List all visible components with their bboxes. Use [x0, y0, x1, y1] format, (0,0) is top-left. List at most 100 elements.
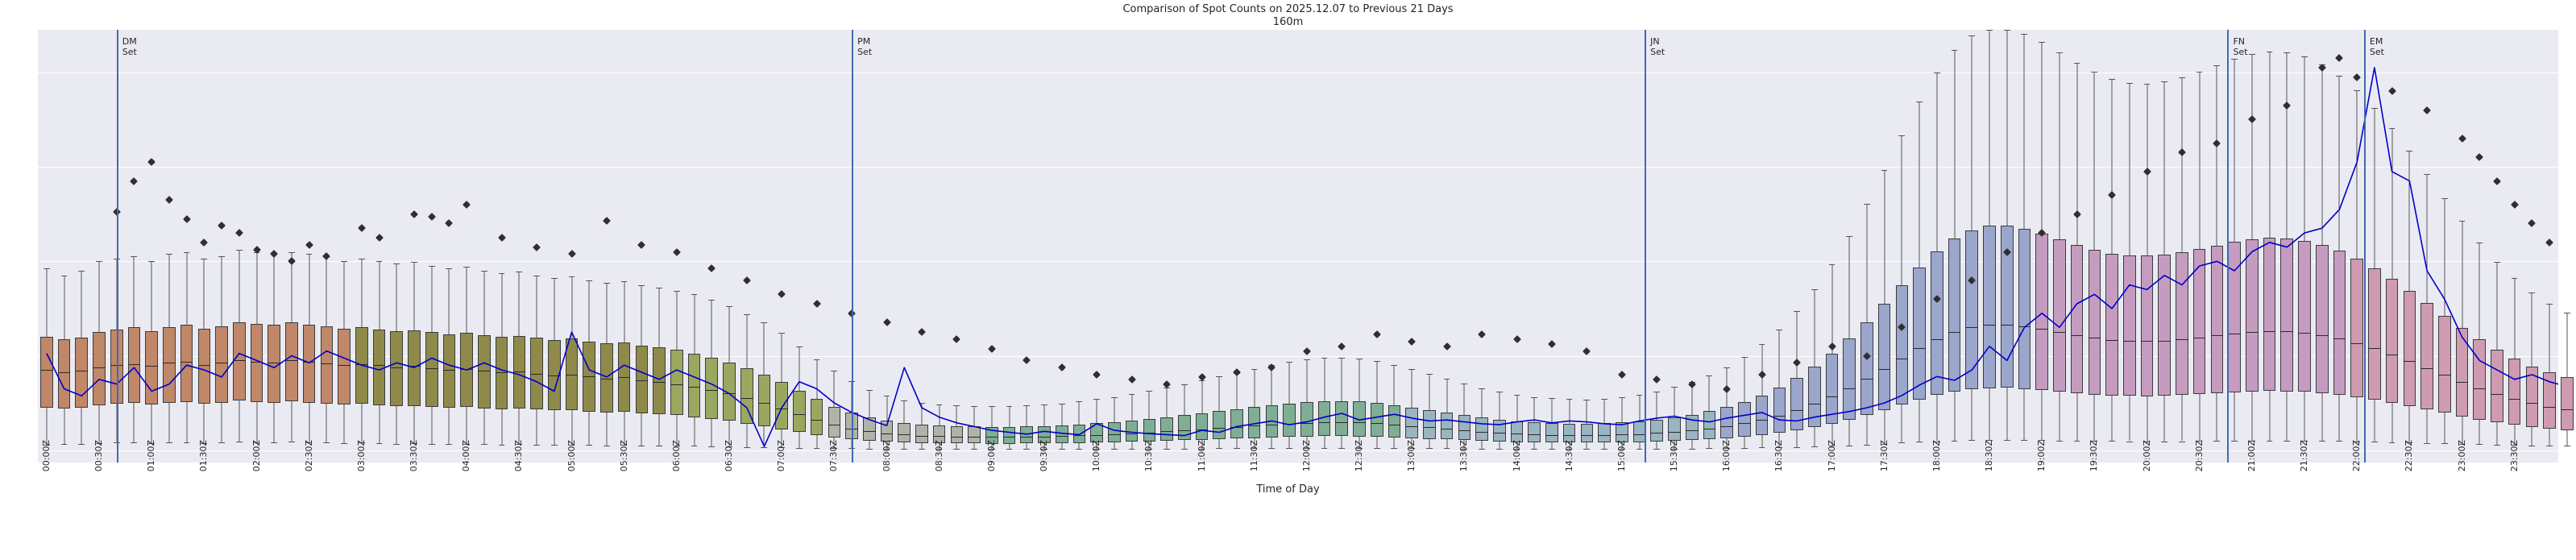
whisker-cap: [971, 405, 978, 407]
box-iqr: [1230, 409, 1243, 439]
box-iqr: [2263, 238, 2276, 392]
median-line: [2263, 331, 2276, 333]
x-tick-label: 09:30Z: [1039, 440, 1050, 472]
whisker-cap: [2003, 440, 2010, 442]
median-line: [442, 370, 456, 371]
box-iqr: [2122, 255, 2136, 396]
vline-label-line1: FN: [2233, 36, 2245, 47]
boxplot-box: [915, 30, 928, 463]
box-iqr: [93, 332, 106, 406]
box-iqr: [1213, 411, 1226, 439]
box-iqr: [862, 417, 876, 442]
whisker-cap: [1549, 398, 1555, 400]
median-line: [408, 366, 421, 367]
boxplot-box: [617, 30, 631, 463]
median-line: [145, 366, 158, 367]
median-line: [232, 360, 246, 362]
box-iqr: [1965, 230, 1979, 390]
whisker-cap: [446, 444, 453, 446]
whisker-cap: [935, 449, 943, 450]
box-iqr: [460, 333, 473, 408]
boxplot-box: [180, 30, 193, 463]
box-iqr: [1317, 401, 1331, 437]
vline-label-jn-set: JN Set: [1650, 36, 1665, 57]
median-line: [1002, 437, 1016, 438]
whisker-cap: [1286, 362, 1293, 363]
whisker-cap: [393, 263, 400, 265]
boxplot-box: [215, 30, 228, 463]
median-line: [2280, 331, 2294, 333]
x-tick: [1621, 463, 1623, 467]
whisker-cap: [883, 448, 890, 450]
whisker-cap: [1583, 448, 1591, 450]
median-line: [968, 437, 981, 438]
vline-fn-set: [2227, 30, 2230, 463]
boxplot-box: [670, 30, 683, 463]
box-iqr: [2105, 253, 2118, 396]
boxplot-box: [687, 30, 701, 463]
whisker-cap: [1216, 376, 1223, 378]
box-iqr: [1685, 414, 1699, 441]
boxplot-box: [547, 30, 561, 463]
median-line: [1475, 431, 1488, 433]
box-iqr: [1475, 417, 1488, 442]
x-tick-label: 23:30Z: [2508, 440, 2520, 472]
whisker-cap: [1408, 369, 1416, 371]
box-iqr: [810, 399, 823, 435]
whisker-cap: [1023, 449, 1031, 450]
box-iqr: [215, 326, 228, 404]
whisker-cap: [2336, 75, 2343, 77]
whisker-cap: [2301, 56, 2308, 58]
whisker-cap: [2546, 304, 2553, 305]
median-line: [93, 367, 106, 369]
boxplot-box: [880, 30, 894, 463]
whisker-cap: [60, 443, 68, 445]
whisker-cap: [2284, 52, 2291, 54]
whisker-cap: [761, 446, 768, 448]
boxplot-box: [1143, 30, 1156, 463]
x-tick-label: 00:30Z: [93, 440, 105, 472]
boxplot-box: [1317, 30, 1331, 463]
x-tick: [99, 463, 101, 467]
x-tick-label: 21:30Z: [2299, 440, 2310, 472]
boxplot-box: [2298, 30, 2311, 463]
median-line: [2350, 342, 2363, 344]
whisker-cap: [1794, 311, 1800, 313]
x-tick-label: 02:00Z: [251, 440, 262, 472]
whisker-cap: [1636, 448, 1643, 450]
whisker-cap: [1688, 448, 1695, 450]
median-line: [1948, 331, 1961, 333]
median-line: [338, 365, 351, 367]
boxplot-box: [2105, 30, 2118, 463]
whisker-cap: [1479, 388, 1485, 389]
box-iqr: [2246, 239, 2259, 392]
whisker-cap: [218, 442, 225, 444]
vline-label-pm-set: PM Set: [857, 36, 872, 57]
box-iqr: [1353, 401, 1366, 437]
whisker-cap: [1076, 401, 1083, 403]
boxplot-box: [1632, 30, 1646, 463]
box-iqr: [793, 390, 806, 433]
boxplot-box: [705, 30, 719, 463]
boxplot-box: [372, 30, 386, 463]
whisker-cap: [2424, 174, 2430, 176]
x-tick-label: 05:00Z: [566, 440, 577, 472]
boxplot-box: [583, 30, 596, 463]
box-iqr: [1125, 420, 1139, 442]
whisker-cap: [919, 449, 925, 450]
whisker-cap: [2179, 77, 2185, 79]
box-iqr: [1055, 425, 1068, 443]
whisker-cap: [586, 280, 593, 281]
x-tick: [1044, 463, 1046, 467]
whisker-cap: [1566, 448, 1573, 450]
boxplot-box: [1790, 30, 1803, 463]
chart-title: Comparison of Spot Counts on 2025.12.07 …: [1122, 3, 1454, 15]
median-line: [1423, 427, 1436, 429]
median-line: [1562, 435, 1576, 437]
median-line: [1038, 436, 1051, 438]
whisker-cap: [673, 290, 680, 292]
x-tick-label: 18:00Z: [1931, 440, 1942, 472]
median-line: [1580, 435, 1594, 437]
median-line: [1247, 425, 1261, 427]
whisker-cap: [1601, 398, 1608, 400]
